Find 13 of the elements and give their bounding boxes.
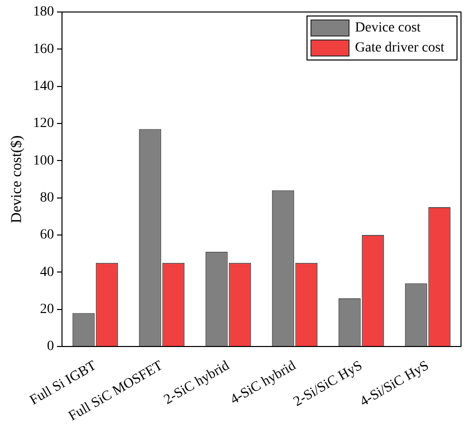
legend-label: Device cost — [355, 20, 421, 36]
y-tick-label: 20 — [40, 302, 54, 318]
y-tick-label: 60 — [40, 228, 54, 243]
y-tick-label: 180 — [33, 4, 54, 20]
legend-label: Gate driver cost — [355, 40, 445, 56]
y-tick-label: 80 — [40, 190, 54, 206]
y-tick-label: 160 — [33, 42, 54, 57]
y-tick-label: 140 — [33, 79, 54, 94]
y-axis-title: Device cost($) — [8, 135, 25, 224]
y-tick-label: 40 — [40, 264, 54, 280]
y-tick-label: 0 — [47, 339, 54, 354]
y-tick-label: 100 — [33, 153, 54, 168]
y-tick-label: 120 — [33, 116, 54, 132]
